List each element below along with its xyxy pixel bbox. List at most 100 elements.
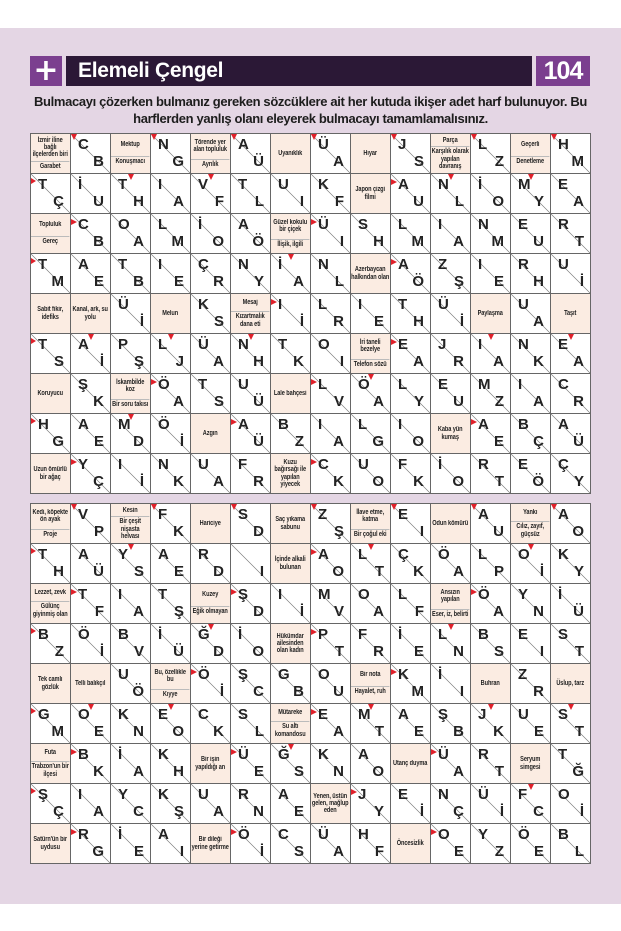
letter-option-bottom[interactable]: Ç <box>53 803 64 820</box>
letter-option-top[interactable]: L <box>358 546 368 563</box>
letter-option-bottom[interactable]: İ <box>579 273 584 290</box>
letter-option-bottom[interactable]: U <box>413 193 424 210</box>
letter-option-top[interactable]: K <box>558 546 569 563</box>
letter-option-top[interactable]: Ç <box>558 456 569 473</box>
letter-option-top[interactable]: N <box>438 176 449 193</box>
letter-option-bottom[interactable]: M <box>571 153 585 170</box>
letter-option-top[interactable]: I <box>158 256 163 273</box>
letter-option-top[interactable]: O <box>438 826 450 843</box>
letter-option-bottom[interactable]: İ <box>499 803 504 820</box>
letter-option-top[interactable]: Ş <box>238 666 249 683</box>
letter-option-top[interactable]: I <box>118 456 123 473</box>
letter-option-top[interactable]: U <box>198 786 209 803</box>
letter-option-top[interactable]: F <box>398 456 408 473</box>
letter-option-top[interactable]: İ <box>278 256 283 273</box>
letter-option-bottom[interactable]: K <box>213 723 224 740</box>
letter-option-bottom[interactable]: A <box>453 763 464 780</box>
letter-option-top[interactable]: M <box>118 416 131 433</box>
letter-option-bottom[interactable]: Ç <box>53 193 64 210</box>
letter-option-bottom[interactable]: A <box>173 393 184 410</box>
letter-option-bottom[interactable]: N <box>533 603 544 620</box>
letter-option-bottom[interactable]: O <box>452 473 464 490</box>
letter-option-top[interactable]: R <box>558 216 569 233</box>
letter-option-bottom[interactable]: Z <box>294 433 304 450</box>
letter-option-top[interactable]: Ş <box>438 706 449 723</box>
letter-option-bottom[interactable]: S <box>213 313 224 330</box>
letter-option-top[interactable]: Y <box>518 586 529 603</box>
letter-option-bottom[interactable]: C <box>533 803 544 820</box>
letter-option-bottom[interactable]: A <box>333 153 344 170</box>
letter-option-top[interactable]: O <box>318 336 330 353</box>
letter-option-top[interactable]: Y <box>118 546 129 563</box>
letter-option-bottom[interactable]: F <box>214 193 224 210</box>
letter-option-top[interactable]: K <box>318 746 329 763</box>
letter-option-bottom[interactable]: S <box>133 563 144 580</box>
letter-option-top[interactable]: T <box>118 256 128 273</box>
letter-option-bottom[interactable]: Ş <box>173 603 184 620</box>
letter-option-top[interactable]: Ç <box>198 256 209 273</box>
letter-option-top[interactable]: B <box>78 746 89 763</box>
letter-option-bottom[interactable]: K <box>173 523 184 540</box>
letter-option-top[interactable]: L <box>318 296 328 313</box>
letter-option-top[interactable]: S <box>358 216 369 233</box>
letter-option-top[interactable]: A <box>78 256 89 273</box>
letter-option-bottom[interactable]: Ü <box>253 153 264 170</box>
letter-option-top[interactable]: F <box>238 456 248 473</box>
letter-option-bottom[interactable]: I <box>539 643 544 660</box>
letter-option-top[interactable]: G <box>38 706 50 723</box>
letter-option-bottom[interactable]: T <box>334 643 344 660</box>
letter-option-bottom[interactable]: M <box>411 683 425 700</box>
letter-option-top[interactable]: İ <box>158 626 163 643</box>
letter-option-top[interactable]: U <box>198 456 209 473</box>
letter-option-bottom[interactable]: F <box>414 603 424 620</box>
letter-option-top[interactable]: H <box>38 416 49 433</box>
letter-option-bottom[interactable]: Ğ <box>572 763 584 780</box>
letter-option-bottom[interactable]: Ş <box>173 803 184 820</box>
letter-option-top[interactable]: I <box>398 416 403 433</box>
letter-option-bottom[interactable]: T <box>374 563 384 580</box>
letter-option-bottom[interactable]: Ç <box>453 803 464 820</box>
letter-option-top[interactable]: R <box>78 826 89 843</box>
letter-option-bottom[interactable]: E <box>493 433 504 450</box>
letter-option-top[interactable]: C <box>318 456 329 473</box>
letter-option-bottom[interactable]: İ <box>99 353 104 370</box>
letter-option-top[interactable]: Y <box>478 826 489 843</box>
letter-option-top[interactable]: E <box>158 706 169 723</box>
